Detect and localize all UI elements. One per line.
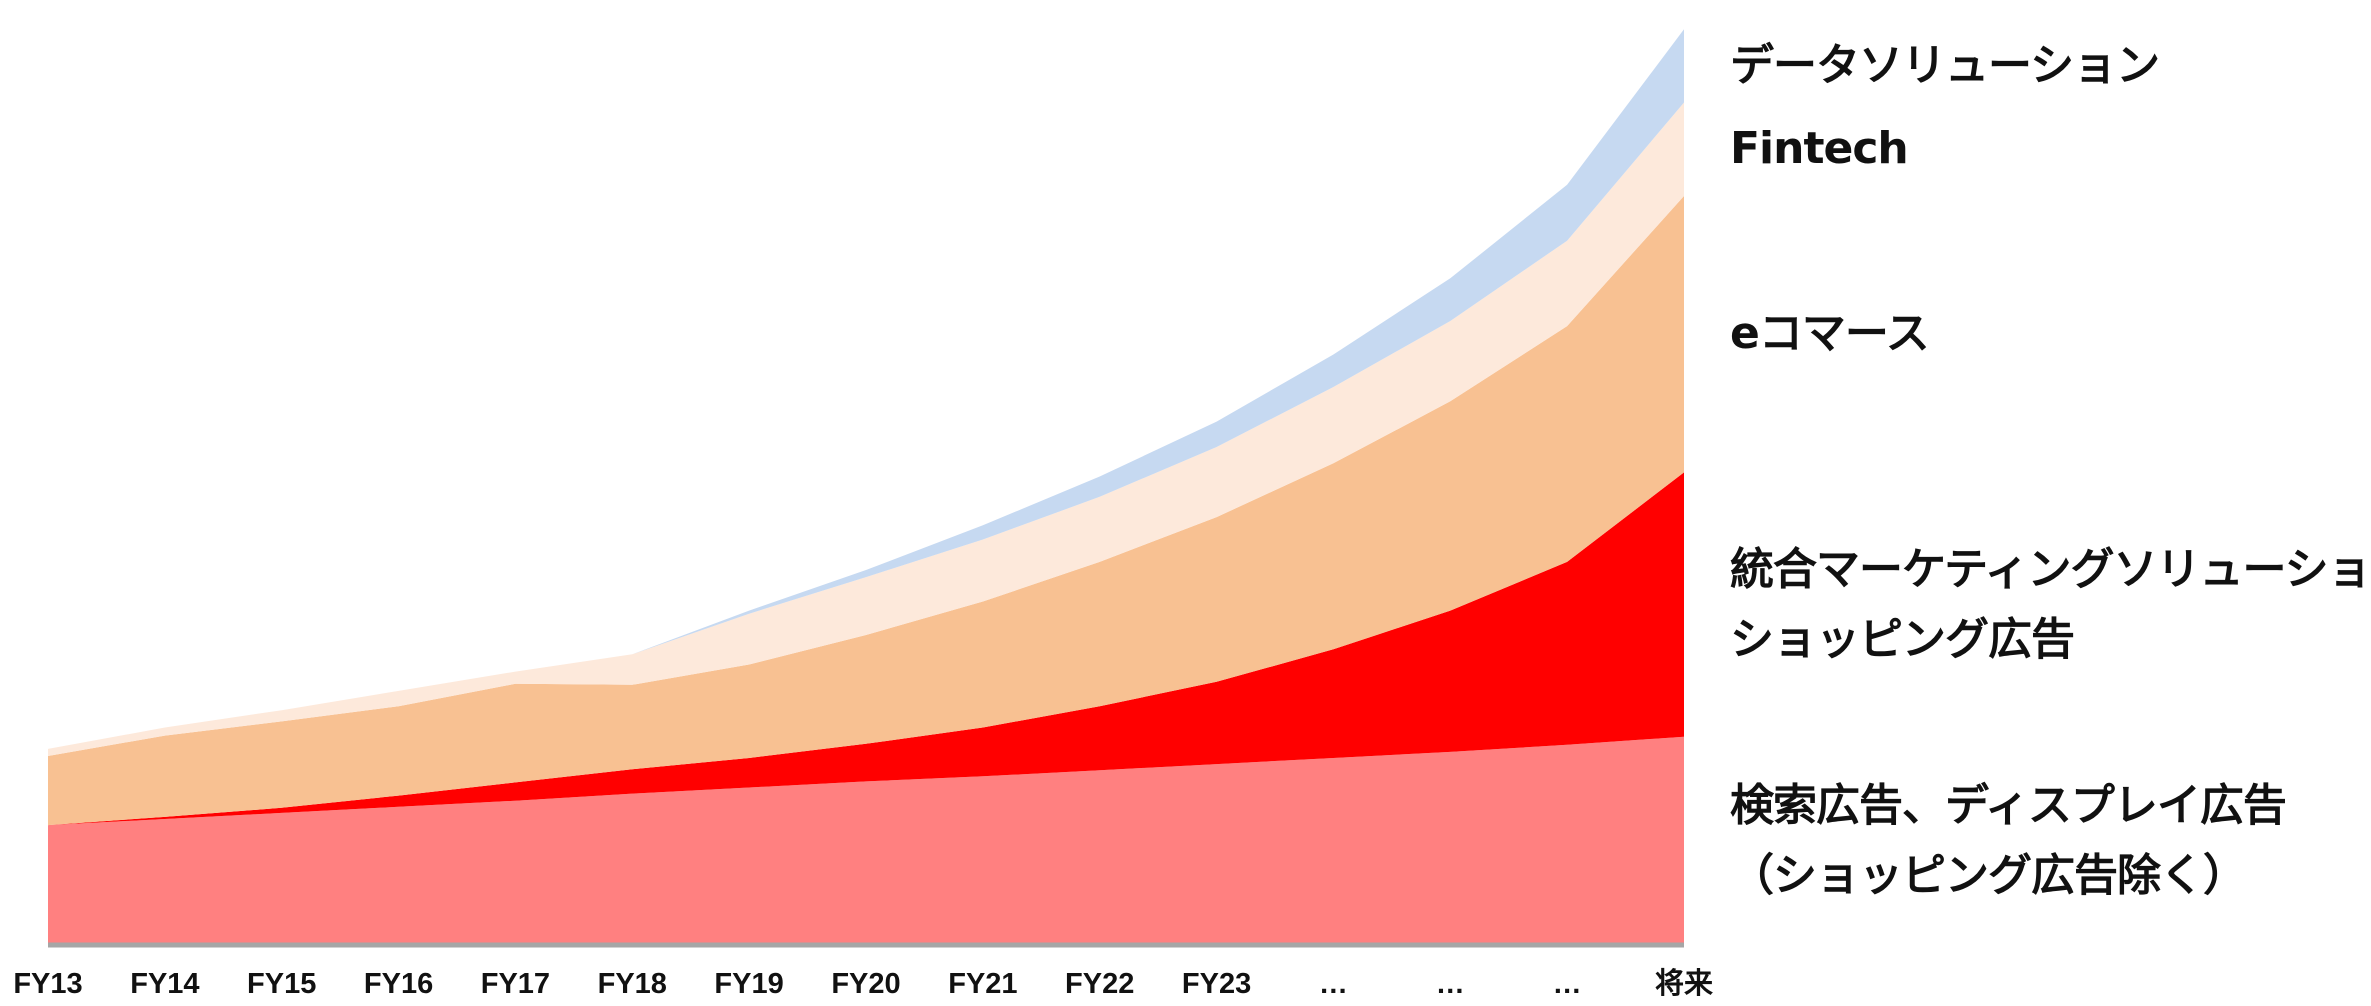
series-label-3: eコマース	[1730, 299, 1930, 369]
series-label-line: データソリューション	[1730, 40, 2160, 91]
x-tick-label: FY19	[714, 968, 783, 1000]
x-tick-label: …	[1436, 968, 1465, 1000]
area-series-1	[48, 736, 1684, 945]
x-axis-tick-labels: FY13 FY14 FY15 FY16 FY17 FY18 FY19 FY20 FY21 FY22…	[13, 967, 1713, 1000]
x-tick-label: FY21	[948, 968, 1017, 1000]
series-label-2: 統合マーケティングソリューション、ショッピング広告	[1730, 535, 2371, 675]
series-label-line: （ショッピング広告除く）	[1730, 850, 2247, 901]
area-series-4	[48, 102, 1684, 756]
x-tick-label: FY18	[598, 968, 667, 1000]
x-tick-label: FY23	[1182, 968, 1251, 1000]
series-label-1: 検索広告、ディスプレイ広告 （ショッピング広告除く）	[1730, 771, 2287, 911]
x-tick-label: FY20	[831, 968, 900, 1000]
x-tick-label: 将来	[1655, 967, 1713, 1000]
series-label-5: データソリューション	[1730, 31, 2160, 101]
series-label-line: ショッピング広告	[1730, 614, 2075, 665]
x-tick-label: FY13	[13, 968, 82, 1000]
area-series-3	[48, 196, 1684, 826]
x-tick-label: FY22	[1065, 968, 1134, 1000]
series-label-line: 検索広告、ディスプレイ広告	[1730, 780, 2287, 831]
x-tick-label: FY15	[247, 968, 316, 1000]
x-tick-label: FY16	[364, 968, 433, 1000]
series-label-line: eコマース	[1730, 308, 1930, 359]
series-label-4: Fintech	[1730, 114, 1909, 184]
series-label-line: 統合マーケティングソリューション、	[1730, 544, 2371, 595]
series-label-line: Fintech	[1730, 123, 1909, 174]
area-series-group	[48, 29, 1684, 945]
x-tick-label: FY17	[481, 968, 550, 1000]
x-tick-label: FY14	[130, 968, 199, 1000]
x-tick-label: …	[1319, 968, 1348, 1000]
x-tick-label: …	[1553, 968, 1582, 1000]
area-series-2	[48, 472, 1684, 826]
